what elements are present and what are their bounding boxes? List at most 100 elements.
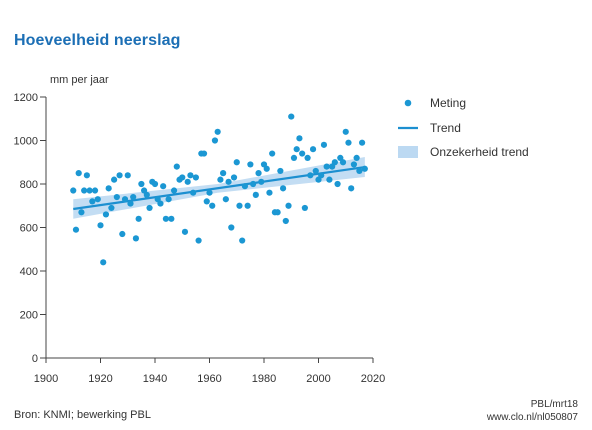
- footer-url: www.clo.nl/nl050807: [486, 412, 578, 423]
- data-point: [318, 172, 325, 179]
- data-point: [94, 196, 101, 203]
- y-tick-label: 600: [20, 223, 38, 235]
- data-point: [119, 230, 126, 238]
- y-tick-label: 1200: [14, 92, 38, 104]
- data-point: [211, 137, 219, 144]
- x-tick-label: 1980: [252, 373, 276, 385]
- data-point: [230, 174, 238, 181]
- data-point: [334, 180, 341, 188]
- data-point: [78, 209, 85, 216]
- data-point: [263, 165, 270, 172]
- data-point: [274, 209, 281, 216]
- data-point: [187, 172, 194, 179]
- data-point: [307, 172, 314, 179]
- data-point: [70, 187, 77, 194]
- data-point: [320, 141, 328, 148]
- data-point: [81, 187, 88, 194]
- trend-line: [73, 165, 365, 211]
- data-point: [225, 178, 232, 185]
- data-point: [258, 178, 265, 185]
- data-point: [239, 237, 246, 244]
- data-point: [203, 198, 210, 205]
- data-point: [192, 174, 199, 181]
- data-point: [116, 172, 123, 179]
- data-point: [323, 163, 330, 170]
- source-note: Bron: KNMI; bewerking PBL: [14, 409, 151, 421]
- x-tick-label: 1900: [34, 373, 58, 385]
- x-tick-label: 1960: [197, 373, 221, 385]
- data-point: [190, 189, 197, 196]
- data-point: [222, 196, 229, 203]
- data-point: [105, 185, 112, 192]
- data-point: [331, 159, 338, 166]
- data-point: [266, 189, 273, 196]
- data-point: [91, 187, 99, 194]
- x-tick-label: 1940: [143, 373, 167, 385]
- data-point: [83, 172, 90, 179]
- data-point: [304, 154, 311, 161]
- y-tick-label: 200: [20, 310, 38, 322]
- data-point: [72, 226, 80, 233]
- data-point: [296, 135, 303, 142]
- data-point: [143, 191, 150, 198]
- data-point: [288, 113, 295, 120]
- data-point: [111, 176, 118, 183]
- legend-label-meting: Meting: [430, 96, 466, 110]
- x-tick-label: 2020: [361, 373, 385, 385]
- data-point: [89, 198, 96, 205]
- data-point: [301, 204, 308, 212]
- data-point: [228, 224, 235, 231]
- data-point: [342, 128, 349, 135]
- data-point: [162, 215, 169, 222]
- data-point: [309, 146, 317, 153]
- data-point: [220, 170, 227, 177]
- data-point: [165, 196, 172, 203]
- y-tick-label: 0: [32, 353, 38, 365]
- data-point: [121, 196, 129, 203]
- footer-code: PBL/mrt18: [530, 399, 578, 410]
- data-point: [250, 180, 257, 188]
- trend-layer: [73, 165, 365, 211]
- data-point: [279, 185, 287, 192]
- data-point: [200, 150, 208, 157]
- data-point: [247, 161, 254, 168]
- data-point: [241, 183, 249, 190]
- data-point: [348, 185, 355, 192]
- data-point: [214, 128, 221, 135]
- data-point: [252, 191, 259, 198]
- x-tick-label: 2000: [306, 373, 330, 385]
- data-point: [236, 202, 243, 209]
- data-point: [233, 159, 240, 166]
- data-point: [135, 215, 142, 222]
- legend-label-trend: Trend: [430, 121, 461, 135]
- data-point: [345, 139, 352, 146]
- y-tick-label: 1000: [14, 136, 38, 148]
- data-point: [151, 180, 159, 188]
- data-point: [359, 139, 366, 146]
- data-point: [127, 200, 134, 207]
- data-point: [217, 176, 224, 183]
- data-point: [138, 180, 145, 188]
- data-point: [339, 159, 347, 166]
- data-point: [102, 211, 110, 218]
- footer-credits: PBL/mrt18 www.clo.nl/nl050807: [487, 398, 578, 424]
- data-point: [299, 150, 306, 157]
- data-point: [173, 163, 180, 170]
- data-point: [277, 167, 284, 175]
- data-point: [168, 215, 175, 222]
- data-point: [130, 193, 137, 201]
- data-point: [290, 154, 298, 161]
- y-tick-label: 800: [20, 179, 38, 191]
- data-point: [293, 146, 300, 153]
- data-point: [97, 222, 104, 229]
- data-point: [179, 174, 186, 181]
- data-point: [255, 170, 262, 177]
- y-axis-label: mm per jaar: [50, 74, 109, 86]
- data-point: [124, 172, 131, 179]
- legend-marker-band: [398, 146, 418, 158]
- data-point: [113, 193, 120, 201]
- data-point: [184, 178, 191, 185]
- data-point: [181, 228, 189, 235]
- data-point: [285, 202, 292, 209]
